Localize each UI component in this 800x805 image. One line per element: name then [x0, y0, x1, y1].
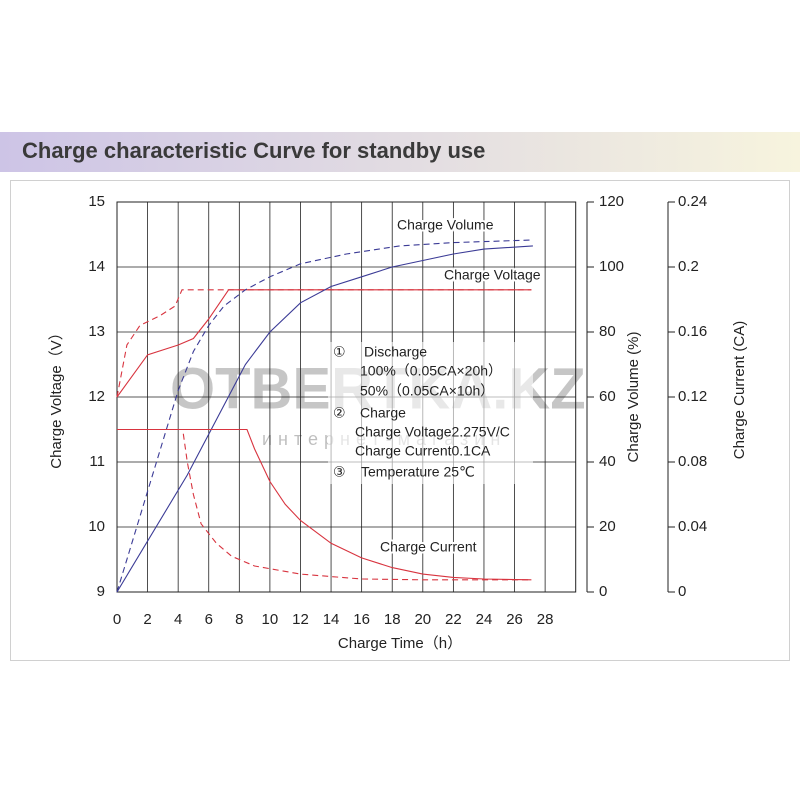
note: ③: [333, 464, 346, 480]
y2-tick-label: 40: [599, 453, 616, 470]
note: Charge Current0.1CA: [355, 443, 491, 459]
y2-tick-label: 20: [599, 518, 616, 535]
note: ②: [333, 405, 346, 421]
annotation: Charge Current: [380, 539, 477, 555]
frame: [10, 180, 790, 661]
x-tick-label: 12: [292, 611, 309, 628]
note: 100%（0.05CA×20h）: [360, 363, 502, 379]
note: Charge Voltage2.275V/C: [355, 424, 510, 440]
annotation: Charge Volume: [397, 217, 494, 233]
note: Charge: [360, 405, 406, 421]
y-tick-label: 11: [89, 453, 105, 470]
y2-axis-title: Charge Volume (%): [625, 332, 642, 463]
y2-tick-label: 100: [599, 258, 624, 275]
x-tick-label: 8: [235, 611, 243, 628]
x-tick-label: 4: [174, 611, 182, 628]
y3-axis-title: Charge Current (CA): [731, 321, 748, 459]
y2-tick-label: 80: [599, 323, 616, 340]
y-axis-title: Charge Voltage（V）: [48, 325, 65, 468]
y3-tick-label: 0: [678, 583, 686, 600]
x-tick-label: 24: [476, 611, 493, 628]
x-tick-label: 0: [113, 611, 121, 628]
y2-tick-label: 60: [599, 388, 616, 405]
notes-bg: [328, 342, 533, 484]
y-tick-label: 14: [88, 258, 105, 275]
chart-title: Charge characteristic Curve for standby …: [22, 138, 485, 163]
x-tick-label: 20: [414, 611, 431, 628]
y2-tick-label: 0: [599, 583, 607, 600]
y-tick-label: 10: [88, 518, 105, 535]
annotation: Charge Voltage: [444, 267, 541, 283]
note: 50%（0.05CA×10h）: [360, 383, 494, 399]
series-line: [117, 428, 532, 581]
y3-tick-label: 0.08: [678, 453, 707, 470]
y-tick-label: 13: [88, 323, 105, 340]
y3-tick-label: 0.16: [678, 323, 707, 340]
series-line: [116, 289, 532, 398]
series-line: [117, 428, 532, 581]
note: ①: [333, 344, 346, 360]
x-tick-label: 14: [323, 611, 340, 628]
header-band: [0, 132, 800, 172]
y3-tick-label: 0.12: [678, 388, 707, 405]
x-tick-label: 16: [353, 611, 370, 628]
x-tick-label: 18: [384, 611, 401, 628]
x-tick-label: 10: [262, 611, 279, 628]
y3-tick-label: 0.24: [678, 193, 707, 210]
y-tick-label: 12: [88, 388, 105, 405]
y3-tick-label: 0.04: [678, 518, 707, 535]
x-tick-label: 6: [205, 611, 213, 628]
note: Discharge: [364, 344, 427, 360]
series-line: [116, 245, 533, 593]
x-tick-label: 26: [506, 611, 523, 628]
y2-tick-label: 120: [599, 193, 624, 210]
series-line: [116, 239, 532, 593]
x-tick-label: 2: [143, 611, 151, 628]
x-tick-label: 22: [445, 611, 462, 628]
y-tick-label: 15: [88, 193, 105, 210]
x-axis-title: Charge Time（h）: [338, 635, 462, 652]
x-tick-label: 28: [537, 611, 554, 628]
y3-tick-label: 0.2: [678, 258, 699, 275]
y-tick-label: 9: [97, 583, 105, 600]
note: Temperature 25℃: [361, 464, 475, 480]
